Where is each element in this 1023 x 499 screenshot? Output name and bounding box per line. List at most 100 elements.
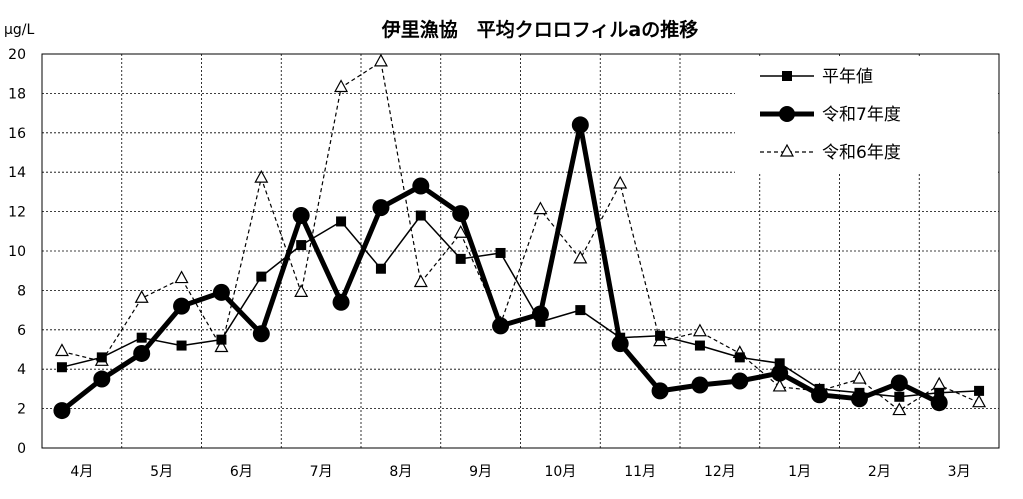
data-point-triangle <box>214 339 229 353</box>
data-point-square <box>336 216 347 227</box>
data-point-triangle <box>254 169 269 183</box>
y-tick-label: 18 <box>8 86 26 102</box>
data-point-square <box>734 352 745 363</box>
data-point-circle <box>292 207 310 225</box>
data-point-square <box>934 387 945 398</box>
series-circle <box>53 116 948 420</box>
data-point-triangle <box>613 175 628 189</box>
data-point-circle <box>53 402 71 420</box>
x-tick-label: 4月 <box>70 464 93 480</box>
data-point-circle <box>771 364 789 382</box>
data-point-circle <box>173 297 191 315</box>
legend-item-r6: 令和6年度 <box>760 143 901 163</box>
data-point-triangle <box>134 290 149 303</box>
data-point-triangle <box>692 323 707 337</box>
data-point-square <box>455 253 466 264</box>
data-point-square <box>894 391 905 402</box>
data-point-square <box>256 271 267 282</box>
data-point-circle <box>890 374 908 392</box>
data-point-circle <box>492 317 510 335</box>
data-point-circle <box>611 335 629 353</box>
y-tick-label: 12 <box>8 205 26 221</box>
data-point-circle <box>691 376 709 394</box>
y-axis-ticks: 0 2 4 6 8 10 12 14 16 18 20 <box>8 47 26 457</box>
data-point-circle <box>731 372 749 390</box>
data-point-triangle <box>294 284 309 297</box>
x-tick-label: 3月 <box>948 464 971 480</box>
plot-frame <box>41 53 1000 449</box>
y-tick-label: 20 <box>8 47 26 63</box>
data-point-square <box>694 340 705 351</box>
data-point-triangle <box>533 201 548 215</box>
data-point-circle <box>651 382 669 400</box>
data-point-square <box>575 305 586 316</box>
data-point-triangle <box>573 250 588 264</box>
data-point-triangle <box>54 343 69 357</box>
data-point-triangle <box>892 402 907 416</box>
data-point-triangle <box>174 270 189 284</box>
series-layer <box>53 53 987 420</box>
data-point-circle <box>372 199 390 217</box>
legend-label-r6: 令和6年度 <box>822 143 901 163</box>
data-point-circle <box>850 390 868 408</box>
x-tick-label: 11月 <box>624 464 656 480</box>
data-point-circle <box>930 394 948 412</box>
data-point-circle <box>452 205 470 223</box>
data-point-square <box>56 362 67 373</box>
data-point-square <box>495 247 506 258</box>
data-point-square <box>216 334 227 345</box>
data-point-square <box>974 385 985 396</box>
x-tick-label: 9月 <box>469 464 492 480</box>
data-point-square <box>96 352 107 363</box>
data-point-square <box>375 263 386 274</box>
legend-marker-square <box>782 71 792 81</box>
data-point-circle <box>412 177 430 195</box>
data-point-square <box>415 210 426 221</box>
y-tick-label: 6 <box>17 323 26 339</box>
data-point-triangle <box>972 394 987 408</box>
data-point-square <box>655 330 666 341</box>
x-tick-label: 12月 <box>704 464 736 480</box>
data-point-circle <box>571 116 589 134</box>
data-point-circle <box>93 370 111 388</box>
legend-label-normal: 平年値 <box>822 67 873 87</box>
y-tick-label: 14 <box>8 165 26 181</box>
data-point-triangle <box>413 274 428 288</box>
legend-marker-circle <box>779 106 795 122</box>
chart-title: 伊里漁協 平均クロロフィルaの推移 <box>381 18 698 41</box>
y-tick-label: 2 <box>17 402 26 418</box>
x-tick-label: 10月 <box>544 464 576 480</box>
legend-marker-triangle <box>779 143 795 157</box>
data-point-circle <box>811 386 829 404</box>
data-point-triangle <box>852 370 867 384</box>
data-point-square <box>176 340 187 351</box>
y-axis-unit-label: μg/L <box>4 22 35 38</box>
data-point-triangle <box>772 378 787 392</box>
data-point-triangle <box>334 79 349 93</box>
data-point-circle <box>252 325 270 343</box>
x-tick-label: 5月 <box>150 464 173 480</box>
x-tick-label: 2月 <box>868 464 891 480</box>
data-point-circle <box>531 305 549 323</box>
data-point-triangle <box>373 53 388 67</box>
legend-label-r7: 令和7年度 <box>822 105 901 125</box>
data-point-circle <box>212 283 230 301</box>
legend: 平年値 令和7年度 令和6年度 <box>735 56 998 174</box>
y-tick-label: 16 <box>8 126 26 142</box>
x-tick-label: 7月 <box>310 464 333 480</box>
data-point-circle <box>133 344 151 362</box>
y-tick-label: 10 <box>8 244 26 260</box>
data-point-circle <box>332 293 350 311</box>
y-tick-label: 0 <box>17 441 26 457</box>
legend-item-normal: 平年値 <box>760 67 873 87</box>
x-tick-label: 8月 <box>389 464 412 480</box>
legend-item-r7: 令和7年度 <box>760 105 901 125</box>
data-point-square <box>136 332 147 343</box>
data-point-triangle <box>453 225 468 238</box>
y-tick-label: 8 <box>17 283 26 299</box>
x-tick-label: 6月 <box>230 464 253 480</box>
y-tick-label: 4 <box>17 362 26 378</box>
data-point-square <box>774 358 785 369</box>
x-axis-ticks: 4月 5月 6月 7月 8月 9月 10月 11月 12月 1月 2月 3月 <box>70 464 970 480</box>
